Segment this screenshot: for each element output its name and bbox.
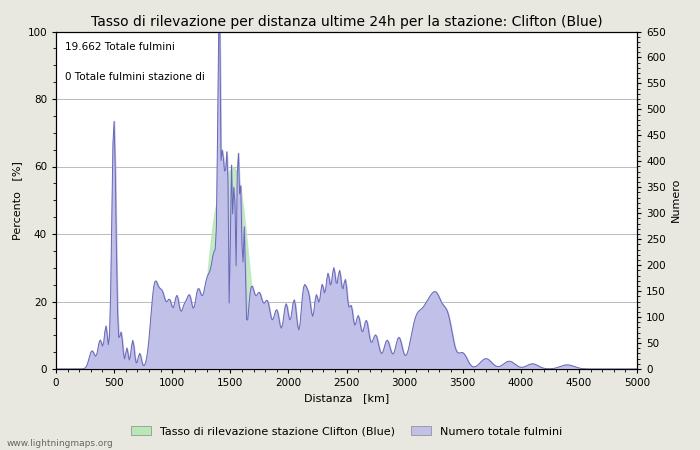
Text: 0 Totale fulmini stazione di: 0 Totale fulmini stazione di [64,72,204,82]
Y-axis label: Numero: Numero [671,178,681,222]
Title: Tasso di rilevazione per distanza ultime 24h per la stazione: Clifton (Blue): Tasso di rilevazione per distanza ultime… [91,15,602,29]
Text: www.lightningmaps.org: www.lightningmaps.org [7,439,113,448]
Legend: Tasso di rilevazione stazione Clifton (Blue), Numero totale fulmini: Tasso di rilevazione stazione Clifton (B… [126,422,567,441]
X-axis label: Distanza   [km]: Distanza [km] [304,394,389,404]
Text: 19.662 Totale fulmini: 19.662 Totale fulmini [64,42,174,52]
Y-axis label: Percento   [%]: Percento [%] [12,161,22,240]
